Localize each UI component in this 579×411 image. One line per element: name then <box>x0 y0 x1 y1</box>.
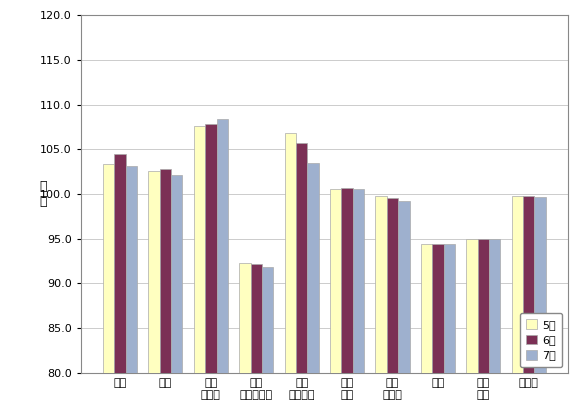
Bar <box>432 244 444 373</box>
Bar <box>387 199 398 373</box>
Bar <box>262 267 273 373</box>
Bar <box>160 169 171 373</box>
Bar <box>375 196 387 373</box>
Bar <box>205 124 217 373</box>
Bar <box>342 188 353 373</box>
Bar <box>421 244 432 373</box>
Bar <box>114 154 126 373</box>
Bar <box>103 164 114 373</box>
Bar <box>523 196 534 373</box>
Bar <box>330 189 342 373</box>
Bar <box>194 126 205 373</box>
Bar <box>466 239 478 373</box>
Bar <box>171 175 182 373</box>
Y-axis label: 指
数: 指 数 <box>39 180 47 208</box>
Bar <box>478 239 489 373</box>
Bar <box>307 163 318 373</box>
Bar <box>126 166 137 373</box>
Legend: 5月, 6月, 7月: 5月, 6月, 7月 <box>520 313 562 367</box>
Bar <box>251 264 262 373</box>
Bar <box>353 189 364 373</box>
Bar <box>296 143 307 373</box>
Bar <box>239 263 251 373</box>
Bar <box>285 133 296 373</box>
Bar <box>398 201 409 373</box>
Bar <box>534 198 546 373</box>
Bar <box>217 119 228 373</box>
Bar <box>444 244 455 373</box>
Bar <box>148 171 160 373</box>
Bar <box>512 196 523 373</box>
Bar <box>489 239 500 373</box>
